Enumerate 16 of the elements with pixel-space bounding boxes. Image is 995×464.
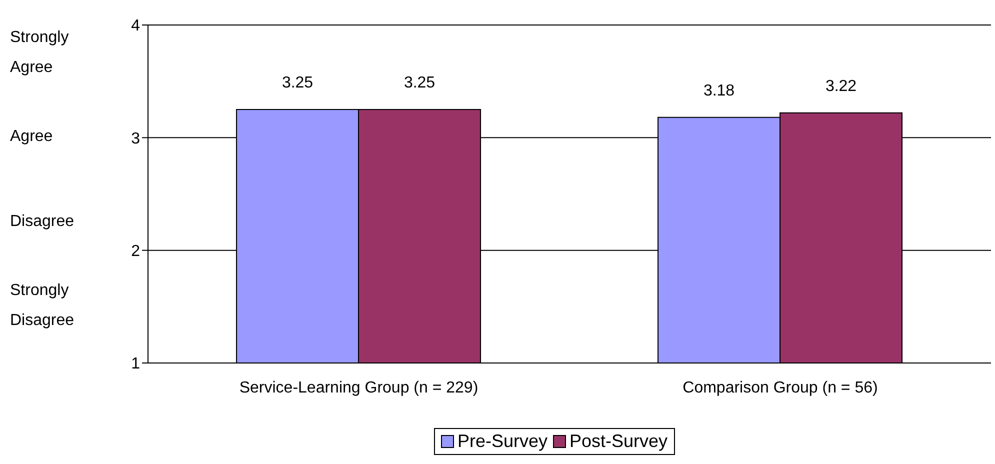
scale-label: Agree [10,127,54,148]
data-label: 3.18 [703,82,735,100]
y-tick-label: 4 [131,18,140,35]
data-label: 3.25 [282,74,314,92]
data-label: 3.25 [404,74,436,92]
x-tick-label: Service-Learning Group (n = 229) [239,379,478,396]
scale-label: Strongly Agree [10,28,70,78]
y-tick-label: 1 [131,356,140,373]
scale-label: Disagree [10,212,76,232]
x-tick-label: Comparison Group (n = 56) [682,379,878,396]
data-label: 3.22 [825,78,857,95]
legend-label: Pre-Survey [456,431,548,452]
y-tick-label: 3 [131,130,140,148]
legend-label: Post-Survey [568,431,668,452]
scale-label: Strongly Disagree [10,281,76,332]
y-tick-label: 2 [131,243,140,260]
